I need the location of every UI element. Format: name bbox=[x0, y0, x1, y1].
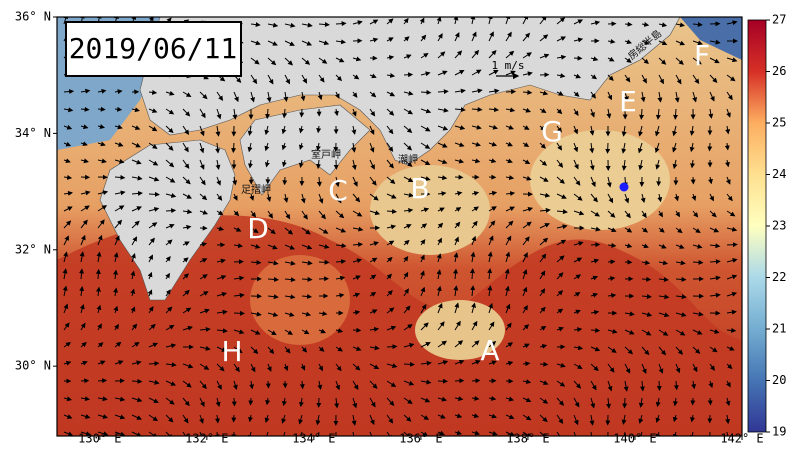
region-label: F bbox=[694, 39, 710, 72]
vector bbox=[506, 91, 515, 92]
vector bbox=[98, 109, 105, 110]
colorbar-tick-label: 22 bbox=[772, 270, 786, 284]
lon-tick-label: 136° E bbox=[399, 432, 442, 446]
eddy bbox=[370, 165, 490, 255]
vector bbox=[608, 261, 615, 262]
vector bbox=[642, 279, 650, 280]
region-label: D bbox=[247, 212, 269, 245]
vector bbox=[319, 177, 320, 186]
vector bbox=[98, 270, 99, 279]
lat-tick-label: 34° N bbox=[15, 126, 51, 140]
colorbar-tick-label: 24 bbox=[772, 167, 786, 181]
colorbar-tick-label: 27 bbox=[772, 13, 786, 27]
lon-tick-label: 140° E bbox=[613, 432, 656, 446]
vector bbox=[591, 244, 599, 245]
vector bbox=[540, 364, 547, 365]
vector bbox=[693, 262, 702, 263]
station-dot bbox=[620, 183, 629, 192]
colorbar-tick-label: 20 bbox=[772, 373, 786, 387]
region-label: E bbox=[619, 85, 637, 118]
lat-tick-label: 32° N bbox=[15, 242, 51, 256]
region-label: A bbox=[480, 334, 499, 367]
place-name: 潮岬 bbox=[398, 153, 418, 166]
colorbar bbox=[748, 20, 766, 432]
vector bbox=[710, 261, 720, 262]
vector bbox=[387, 346, 396, 347]
vector bbox=[641, 109, 642, 119]
date: 2019/06/11 bbox=[69, 32, 238, 65]
colorbar-tick-label: 19 bbox=[772, 425, 786, 439]
vector bbox=[710, 398, 711, 404]
vector bbox=[676, 381, 677, 389]
vector bbox=[132, 381, 141, 382]
place-name: 室戸岬 bbox=[311, 148, 341, 161]
region-label: C bbox=[328, 174, 348, 207]
lon-tick-label: 138° E bbox=[506, 432, 549, 446]
place-name: 足摺岬 bbox=[241, 183, 271, 196]
vector bbox=[149, 194, 159, 195]
vector bbox=[421, 92, 430, 93]
vector bbox=[166, 210, 175, 211]
vector bbox=[438, 91, 448, 92]
eddy bbox=[250, 255, 350, 345]
vector bbox=[727, 244, 737, 245]
vector bbox=[404, 74, 412, 75]
vector bbox=[404, 364, 414, 365]
vector bbox=[472, 380, 479, 381]
map-area: A B C D E F G H 足摺岬 室戸岬 潮岬 房総半島 1 m/s bbox=[57, 14, 742, 442]
colorbar-tick-label: 25 bbox=[772, 116, 786, 130]
lat-tick-label: 36° N bbox=[15, 10, 51, 24]
lon-tick-label: 130° E bbox=[78, 432, 121, 446]
lat-tick-label: 30° N bbox=[15, 359, 51, 373]
vector bbox=[268, 381, 269, 388]
lon-tick-label: 132° E bbox=[185, 432, 228, 446]
vector bbox=[336, 23, 346, 24]
colorbar-tick-label: 26 bbox=[772, 64, 786, 78]
region-label: B bbox=[410, 172, 429, 205]
vector bbox=[591, 330, 599, 331]
region-label: G bbox=[541, 115, 563, 148]
lon-tick-label: 142° E bbox=[720, 432, 763, 446]
lon-tick-label: 134° E bbox=[292, 432, 335, 446]
region-label: H bbox=[221, 335, 242, 368]
vector bbox=[302, 279, 312, 280]
vector bbox=[234, 398, 235, 406]
vector bbox=[676, 279, 685, 280]
vector bbox=[98, 380, 106, 381]
colorbar-tick-label: 21 bbox=[772, 322, 786, 336]
scale-label: 1 m/s bbox=[491, 59, 524, 72]
vector bbox=[319, 262, 329, 263]
vector bbox=[302, 381, 303, 388]
vector bbox=[523, 363, 529, 364]
vector bbox=[658, 177, 659, 185]
colorbar-tick-label: 23 bbox=[772, 219, 786, 233]
vector bbox=[625, 24, 632, 25]
